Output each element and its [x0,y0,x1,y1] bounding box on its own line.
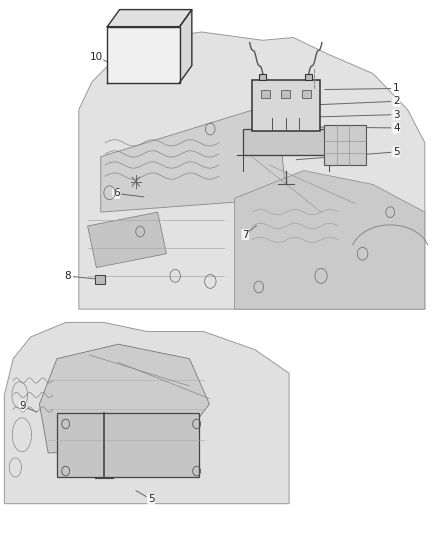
Bar [95,275,105,284]
Text: 10: 10 [90,52,103,62]
Polygon shape [235,171,425,309]
Polygon shape [101,110,289,212]
Text: 2: 2 [393,96,400,106]
Bar [305,74,312,80]
Text: 9: 9 [19,401,26,411]
Text: 6: 6 [113,189,120,198]
Bar [281,90,290,98]
Polygon shape [180,10,192,83]
Polygon shape [79,32,425,309]
Bar [261,90,270,98]
Bar [243,129,328,155]
Text: 7: 7 [242,230,249,239]
Bar [259,74,266,80]
Polygon shape [107,27,180,83]
Bar [252,80,320,131]
Polygon shape [39,344,209,453]
Bar [324,125,366,165]
Text: 1: 1 [393,84,400,93]
Polygon shape [88,212,166,268]
Polygon shape [4,322,289,504]
Bar [57,413,199,477]
Text: 8: 8 [64,271,71,281]
Polygon shape [107,10,192,27]
Text: 4: 4 [393,123,400,133]
Bar [302,90,311,98]
Text: 5: 5 [393,147,400,157]
Text: 5: 5 [148,495,155,504]
Text: 3: 3 [393,110,400,119]
